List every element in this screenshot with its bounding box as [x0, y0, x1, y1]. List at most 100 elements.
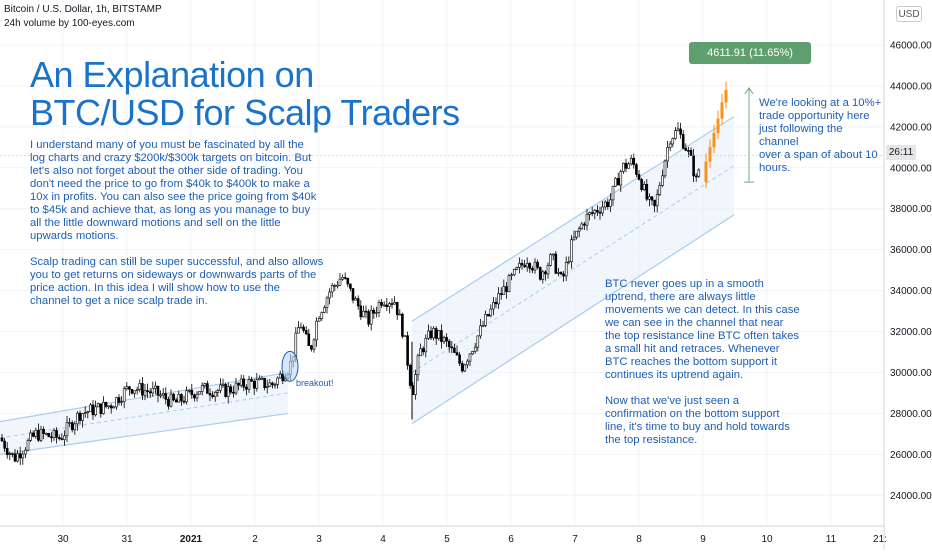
- candle-body: [94, 406, 97, 416]
- candle-body: [151, 387, 155, 394]
- candle-body: [182, 400, 186, 403]
- candle-body: [414, 374, 417, 395]
- candle-body: [221, 384, 225, 386]
- candle-body: [666, 147, 669, 162]
- candle-body: [429, 330, 433, 339]
- candle-body: [343, 277, 347, 279]
- candle-body: [616, 178, 620, 186]
- candle-body: [44, 433, 48, 435]
- candle-body: [156, 385, 160, 396]
- candle-body: [148, 391, 152, 394]
- candle-body: [437, 330, 441, 339]
- candle-body: [177, 394, 181, 403]
- candle-body: [536, 261, 539, 268]
- candle-body: [294, 332, 298, 357]
- candle-body: [375, 312, 378, 314]
- candle-body: [26, 440, 30, 451]
- candle-body: [250, 379, 253, 382]
- y-tick-label: 44000.00: [890, 81, 932, 92]
- candle-body: [442, 336, 446, 342]
- candle-body: [505, 286, 508, 293]
- candle-body: [463, 364, 467, 372]
- candle-body: [525, 263, 529, 268]
- y-tick-label: 46000.00: [890, 40, 932, 51]
- candle-body: [434, 328, 438, 339]
- y-tick-label: 36000.00: [890, 245, 932, 256]
- candle-body: [195, 393, 199, 399]
- candle-body: [473, 346, 477, 352]
- candle-body: [143, 390, 147, 396]
- candle-body: [125, 386, 129, 390]
- y-tick-label: 34000.00: [890, 286, 932, 297]
- candle-body: [362, 310, 365, 318]
- candle-body: [297, 327, 300, 334]
- candle-body: [138, 383, 142, 390]
- candle-body: [408, 365, 412, 386]
- candle-body: [655, 194, 659, 207]
- candle-body: [492, 301, 495, 310]
- candle-body: [640, 179, 643, 190]
- candle-body: [57, 437, 61, 439]
- candle-body: [255, 379, 259, 389]
- candle-body: [34, 429, 38, 437]
- candle-body: [229, 386, 233, 393]
- upper-channel-top: [411, 116, 735, 322]
- candle-body: [317, 318, 321, 322]
- x-tick-label: 11: [826, 534, 837, 545]
- candle-body: [16, 453, 19, 462]
- candle-body: [575, 230, 578, 238]
- candle-body: [679, 128, 682, 135]
- candle-body: [528, 263, 532, 269]
- candle-body: [60, 438, 64, 440]
- candle-body: [627, 163, 630, 169]
- candle-body: [538, 267, 542, 280]
- lower-channel-bottom: [0, 412, 289, 455]
- candle-body: [83, 412, 87, 414]
- candle-body: [406, 335, 409, 366]
- candle-body: [676, 128, 680, 131]
- candle-body: [614, 178, 617, 187]
- candle-body: [476, 335, 480, 348]
- candle-body: [359, 305, 363, 318]
- candle-body: [216, 390, 220, 393]
- candle-body: [65, 422, 69, 437]
- candle-body: [263, 377, 266, 389]
- indicator-title: 24h volume by 100-eyes.com: [4, 18, 135, 29]
- candle-body: [185, 390, 188, 403]
- x-tick-label: 2021: [180, 534, 203, 545]
- candle-body: [619, 171, 623, 186]
- candle-body: [135, 389, 139, 392]
- candle-body: [497, 293, 500, 305]
- candle-body: [37, 429, 40, 441]
- candle-body: [609, 199, 612, 208]
- candle-body: [687, 150, 690, 152]
- candle-body: [684, 148, 688, 151]
- candle-body: [304, 330, 308, 335]
- candle-body: [320, 312, 324, 319]
- candle-body: [637, 174, 641, 180]
- candle-body: [567, 261, 571, 264]
- candle-body: [122, 388, 126, 402]
- candle-body: [232, 391, 235, 394]
- candle-body: [193, 394, 196, 399]
- idea-title: An Explanation on BTC/USD for Scalp Trad…: [30, 56, 460, 132]
- candle-body: [520, 262, 524, 266]
- candle-body: [96, 403, 100, 408]
- candle-body: [78, 412, 82, 421]
- currency-button[interactable]: USD: [896, 6, 922, 22]
- x-tick-label: 7: [572, 534, 578, 545]
- candle-body: [606, 201, 610, 208]
- candle-body: [588, 212, 591, 215]
- candle-body: [338, 278, 342, 286]
- candle-body: [629, 157, 633, 165]
- candle-body: [510, 274, 513, 277]
- x-tick-label: 3: [316, 534, 322, 545]
- candle-body: [440, 330, 443, 342]
- candle-body: [645, 183, 649, 200]
- candle-body: [55, 430, 58, 438]
- candle-body: [393, 301, 396, 305]
- y-tick-label: 32000.00: [890, 327, 932, 338]
- candle-body: [601, 206, 604, 214]
